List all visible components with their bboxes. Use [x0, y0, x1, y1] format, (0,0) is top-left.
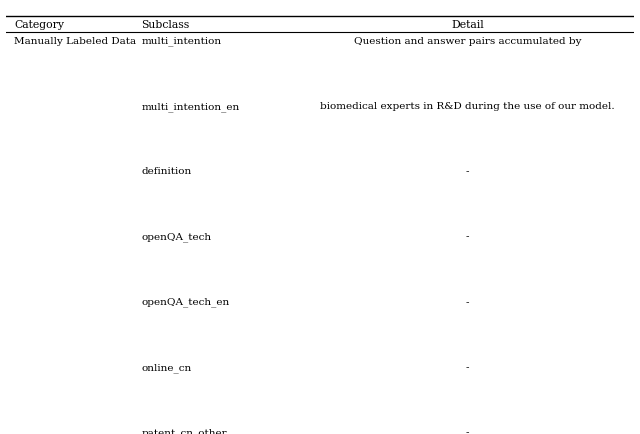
Text: openQA_tech: openQA_tech — [141, 232, 211, 242]
Text: -: - — [466, 232, 469, 241]
Text: multi_intention_en: multi_intention_en — [141, 102, 239, 112]
Text: openQA_tech_en: openQA_tech_en — [141, 297, 230, 307]
Text: online_cn: online_cn — [141, 362, 191, 372]
Text: -: - — [466, 167, 469, 176]
Text: Detail: Detail — [451, 20, 484, 30]
Text: Manually Labeled Data: Manually Labeled Data — [14, 36, 136, 46]
Text: biomedical experts in R&D during the use of our model.: biomedical experts in R&D during the use… — [320, 102, 614, 111]
Text: definition: definition — [141, 167, 191, 176]
Text: Subclass: Subclass — [141, 20, 189, 30]
Text: patent_cn_other: patent_cn_other — [141, 427, 227, 434]
Text: -: - — [466, 427, 469, 434]
Text: -: - — [466, 362, 469, 371]
Text: -: - — [466, 297, 469, 306]
Text: Question and answer pairs accumulated by: Question and answer pairs accumulated by — [354, 36, 581, 46]
Text: Category: Category — [14, 20, 64, 30]
Text: multi_intention: multi_intention — [141, 36, 221, 46]
